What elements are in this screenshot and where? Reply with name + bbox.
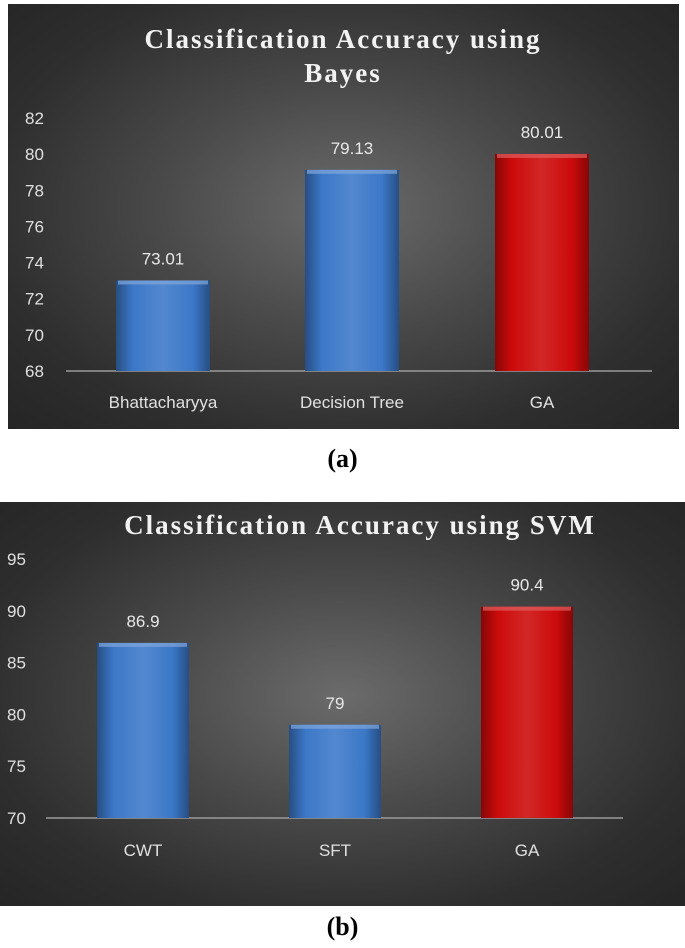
bar (495, 153, 589, 371)
y-tick-label: 68 (25, 362, 44, 381)
y-tick-label: 74 (25, 254, 44, 273)
y-tick-label: 75 (7, 757, 26, 776)
bar-highlight (307, 169, 397, 174)
bar-highlight (118, 280, 208, 285)
data-label: 80.01 (521, 123, 564, 142)
category-label: Decision Tree (300, 393, 404, 412)
y-tick-label: 70 (25, 326, 44, 345)
data-label: 79 (326, 694, 345, 713)
bar (289, 724, 381, 818)
bar-highlight (99, 642, 187, 647)
data-label: 90.4 (510, 576, 543, 595)
data-label: 86.9 (126, 612, 159, 631)
category-label: GA (530, 393, 555, 412)
y-tick-label: 70 (7, 809, 26, 828)
chart-panel-b: Classification Accuracy using SVM 70 75 80 8… (0, 502, 685, 906)
data-label: 79.13 (331, 139, 374, 158)
y-tick-label: 72 (25, 290, 44, 309)
y-tick-label: 90 (7, 602, 26, 621)
bar-highlight (483, 606, 571, 611)
chart-b-svg: Classification Accuracy using SVM 70 75 80 8… (7, 510, 623, 860)
chart-title-line: Classification Accuracy using SVM (124, 510, 596, 540)
y-tick-label: 82 (25, 109, 44, 128)
data-label: 73.01 (142, 249, 185, 268)
y-tick-label: 80 (25, 145, 44, 164)
bar (481, 606, 573, 818)
caption-b: (b) (326, 912, 359, 941)
caption-a: (a) (327, 444, 358, 473)
y-tick-label: 85 (7, 654, 26, 673)
bar (97, 642, 189, 818)
category-label: CWT (124, 841, 163, 860)
category-label: SFT (319, 841, 351, 860)
y-tick-label: 78 (25, 181, 44, 200)
y-tick-label: 76 (25, 217, 44, 236)
category-label: GA (515, 841, 540, 860)
bar-highlight (291, 724, 379, 729)
chart-title-line: Bayes (304, 58, 382, 88)
y-tick-label: 95 (7, 550, 26, 569)
bar-highlight (497, 153, 587, 158)
chart-panel-a: Classification Accuracy using Bayes 68 70 72… (8, 4, 679, 429)
y-tick-label: 80 (7, 705, 26, 724)
category-label: Bhattacharyya (109, 393, 218, 412)
bar (305, 169, 399, 371)
chart-title-line: Classification Accuracy using (144, 24, 541, 54)
bar (116, 280, 210, 371)
chart-a-svg: Classification Accuracy using Bayes 68 70 72… (25, 24, 652, 412)
